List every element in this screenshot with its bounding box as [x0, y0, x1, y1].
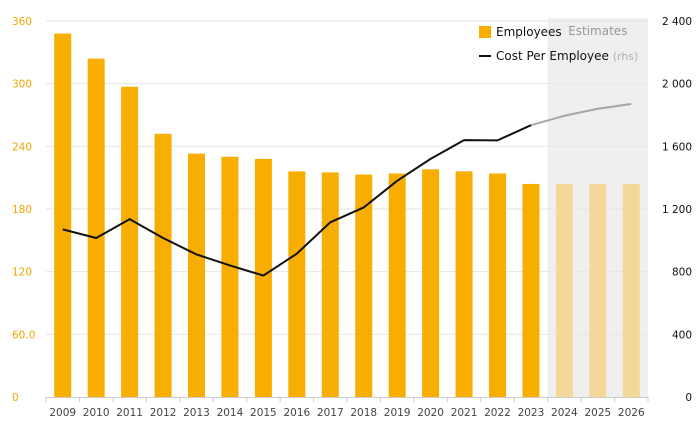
y-tick-label-right: 2 400 — [662, 16, 692, 28]
legend-cost-label: Cost Per Employee (rhs) — [496, 49, 638, 63]
x-tick-label: 2011 — [116, 407, 143, 419]
legend: Employees Cost Per Employee (rhs) — [479, 25, 638, 63]
cost-per-employee-estimate-line — [530, 103, 632, 127]
x-tick-label: 2021 — [451, 407, 478, 419]
x-tick-label: 2016 — [283, 407, 310, 419]
employees-bar — [188, 153, 205, 397]
x-tick-label: 2018 — [350, 407, 377, 419]
employees-bar — [422, 169, 440, 397]
x-tick-label: 2014 — [217, 407, 244, 419]
employees-bar — [489, 173, 506, 397]
y-tick-label-right: 800 — [672, 267, 692, 279]
employees-bar — [54, 33, 72, 398]
y-tick-label-left: 120 — [12, 267, 32, 279]
cost-per-employee-actual-line — [62, 124, 532, 277]
employees-bar — [455, 171, 473, 397]
axes: 0 0 60.0 400 120 800 180 1 200 240 1 600 300 2 000 3… — [12, 16, 692, 419]
legend-cost-label-text: Cost Per Employee — [496, 49, 609, 63]
employees-bar — [355, 174, 373, 397]
legend-employees-swatch — [479, 26, 491, 38]
y-tick-label-left: 360 — [12, 16, 32, 28]
gridlines — [46, 20, 648, 335]
x-tick-label: 2020 — [417, 407, 444, 419]
legend-cost-label-suffix: (rhs) — [613, 50, 639, 63]
x-tick-label: 2019 — [384, 407, 411, 419]
x-tick-label: 2009 — [49, 407, 76, 419]
employees-bar — [622, 183, 640, 397]
x-tick-label: 2013 — [183, 407, 210, 419]
employees-bars — [54, 33, 640, 398]
x-tick-label: 2012 — [150, 407, 177, 419]
y-tick-label-right: 1 600 — [662, 141, 692, 153]
estimates-label: Estimates — [568, 24, 627, 38]
employees-bar — [288, 171, 306, 397]
y-tick-label-right: 1 200 — [662, 204, 692, 216]
employees-bar — [221, 156, 239, 397]
legend-employees-label: Employees — [496, 25, 562, 39]
employees-bar — [388, 173, 406, 397]
y-tick-label-left: 240 — [12, 141, 32, 153]
y-tick-label-left: 180 — [12, 204, 32, 216]
y-tick-label-right: 400 — [672, 329, 692, 341]
x-tick-label: 2017 — [317, 407, 344, 419]
employees-bar — [154, 133, 172, 398]
y-tick-label-right: 0 — [685, 392, 692, 404]
x-tick-label: 2015 — [250, 407, 277, 419]
employees-bar — [522, 183, 540, 397]
y-tick-label-left: 60.0 — [12, 329, 35, 341]
x-tick-label: 2024 — [551, 407, 578, 419]
x-tick-label: 2022 — [484, 407, 511, 419]
employees-bar — [321, 172, 339, 397]
employees-bar — [589, 183, 607, 397]
employees-bar — [87, 58, 105, 397]
x-tick-label: 2025 — [584, 407, 611, 419]
x-tick-label: 2023 — [518, 407, 545, 419]
x-tick-label: 2026 — [618, 407, 645, 419]
x-tick-label: 2010 — [83, 407, 110, 419]
y-tick-label-left: 0 — [12, 392, 19, 404]
y-tick-label-left: 300 — [12, 79, 32, 91]
cost-per-employee-line — [62, 103, 632, 277]
employees-bar — [555, 183, 573, 397]
employees-bar — [121, 86, 139, 398]
y-tick-label-right: 2 000 — [662, 79, 692, 91]
employees-bar — [254, 158, 272, 397]
